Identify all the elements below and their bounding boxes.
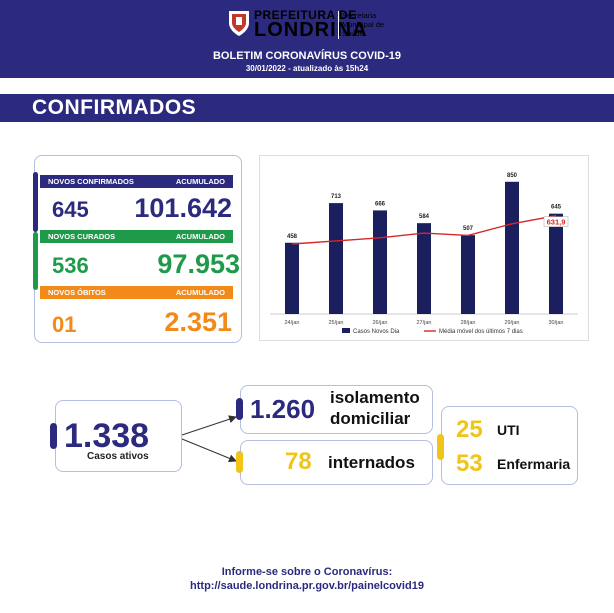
logo-secretaria: Secretaria Municipal de Saúde (342, 11, 402, 38)
chart-bar (417, 223, 431, 314)
ativos-box (55, 400, 182, 472)
header-banner (0, 0, 614, 78)
confirmados-total: 101.642 (134, 193, 232, 223)
chart-bar-label: 666 (375, 201, 386, 207)
arrow-to-isolamento (181, 415, 237, 436)
confirmados-accent (33, 172, 38, 232)
confirmados-new: 645 (52, 197, 89, 222)
section-banner (0, 94, 614, 122)
chart-x-tick: 25/jan (329, 320, 344, 326)
footer-link[interactable]: http://saude.londrina.pr.gov.br/painelco… (190, 580, 424, 592)
enfermaria-value: 53 (456, 450, 483, 477)
bulletin-title: BOLETIM CORONAVÍRUS COVID-19 (212, 50, 402, 62)
curados-new: 536 (52, 253, 89, 278)
internados-value: 78 (285, 448, 312, 475)
obitos-label-bar: NOVOS ÓBITOS ACUMULADO (40, 286, 233, 299)
isolamento-box (240, 385, 433, 434)
line-value-box (543, 216, 569, 227)
obitos-total: 2.351 (164, 307, 232, 337)
internados-box (240, 440, 433, 485)
chart-x-tick: 28/jan (461, 320, 476, 326)
internados-label: internados (328, 453, 415, 472)
bulletin-date: 30/01/2022 - atualizado às 15h24 (245, 64, 369, 73)
confirmados-label: NOVOS CONFIRMADOS (48, 177, 134, 186)
chart-bar (329, 203, 343, 314)
leitos-accent (437, 434, 444, 460)
isolamento-value: 1.260 (250, 394, 316, 424)
logo-sec-line1: Secretaria (342, 11, 377, 20)
logo-sec-line2: Municipal de (342, 20, 385, 29)
legend-bar-label: Casos Novos Dia (353, 329, 400, 335)
curados-accent (33, 232, 38, 290)
isolamento-label2: domiciliar (330, 409, 411, 428)
arrow-to-internados (181, 438, 237, 463)
curados-total: 97.953 (157, 249, 240, 279)
chart-bar-label: 850 (507, 173, 518, 179)
isolamento-accent (236, 398, 243, 420)
logo-sec-line3: Saúde (342, 29, 364, 38)
leitos-box (441, 406, 578, 485)
chart-bar-label: 507 (463, 226, 474, 232)
prefeitura-logo: PREFEITURA DE LONDRINA Secretaria Munici… (226, 8, 386, 42)
curados-label: NOVOS CURADOS (48, 232, 116, 241)
arrows (181, 415, 237, 463)
internados-accent (236, 451, 243, 473)
ativos-accent (50, 423, 57, 449)
logo-line1: PREFEITURA DE (254, 8, 357, 22)
enfermaria-label: Enfermaria (497, 456, 571, 472)
chart-bar (285, 242, 299, 314)
chart-bar (373, 210, 387, 314)
cases-chart: 458 24/jan 713 25/jan 666 26/jan 584 27/jan 507 2… (270, 173, 578, 335)
line-value-label: 631,9 (547, 218, 566, 227)
isolamento-label1: isolamento (330, 388, 420, 407)
footer-line1: Informe-se sobre o Coronavírus: (221, 566, 393, 578)
confirmados-label-bar: NOVOS CONFIRMADOS ACUMULADO (40, 175, 233, 188)
obitos-new: 01 (52, 312, 77, 337)
chart-bar (505, 181, 519, 314)
legend-bar-swatch (342, 328, 350, 333)
ativos-label: Casos ativos (87, 451, 149, 462)
city-crest-icon (229, 11, 249, 36)
curados-label-bar: NOVOS CURADOS ACUMULADO (40, 230, 233, 243)
obitos-acc-label: ACUMULADO (175, 288, 225, 297)
obitos-label: NOVOS ÓBITOS (48, 288, 106, 297)
curados-acc-label: ACUMULADO (175, 232, 225, 241)
chart-bar-label: 584 (419, 214, 430, 220)
chart-x-tick: 27/jan (417, 320, 432, 326)
chart-x-tick: 29/jan (505, 320, 520, 326)
legend-line-label: Média móvel dos últimos 7 dias (439, 329, 523, 335)
chart-x-tick: 24/jan (285, 320, 300, 326)
chart-x-tick: 26/jan (373, 320, 388, 326)
moving-average-line (291, 215, 557, 245)
chart-box: 458 24/jan 713 25/jan 666 26/jan 584 27/jan 507 2… (259, 155, 589, 341)
chart-bar (549, 213, 563, 314)
confirmados-acc-label: ACUMULADO (175, 177, 225, 186)
chart-bar-label: 713 (331, 194, 342, 200)
chart-x-tick: 30/jan (549, 320, 564, 326)
logo-separator (338, 11, 339, 39)
chart-bar-label: 458 (287, 234, 298, 240)
uti-label: UTI (497, 422, 520, 438)
chart-bar-label: 645 (551, 205, 562, 211)
uti-value: 25 (456, 416, 483, 443)
chart-bar (461, 235, 475, 314)
section-title: CONFIRMADOS (32, 96, 197, 119)
ativos-value: 1.338 (64, 417, 150, 455)
